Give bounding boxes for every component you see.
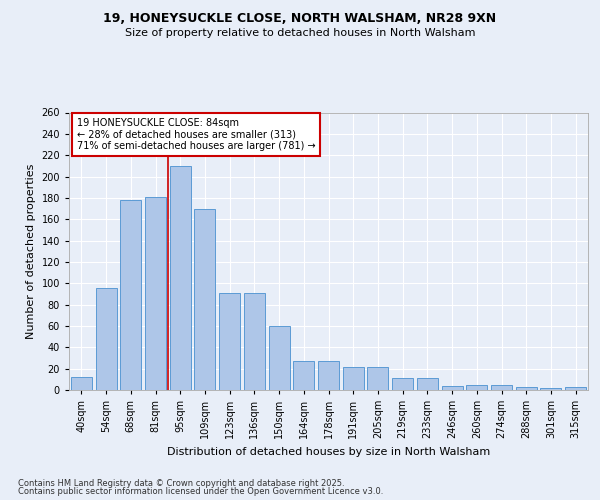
Bar <box>442 386 463 390</box>
X-axis label: Distribution of detached houses by size in North Walsham: Distribution of detached houses by size … <box>167 446 490 456</box>
Text: 19, HONEYSUCKLE CLOSE, NORTH WALSHAM, NR28 9XN: 19, HONEYSUCKLE CLOSE, NORTH WALSHAM, NR… <box>103 12 497 26</box>
Bar <box>269 326 290 390</box>
Bar <box>293 361 314 390</box>
Bar <box>392 378 413 390</box>
Bar <box>219 293 240 390</box>
Bar <box>318 361 339 390</box>
Text: 19 HONEYSUCKLE CLOSE: 84sqm
← 28% of detached houses are smaller (313)
71% of se: 19 HONEYSUCKLE CLOSE: 84sqm ← 28% of det… <box>77 118 316 151</box>
Bar <box>71 377 92 390</box>
Y-axis label: Number of detached properties: Number of detached properties <box>26 164 36 339</box>
Bar <box>95 288 116 390</box>
Bar <box>244 293 265 390</box>
Bar <box>516 387 537 390</box>
Bar <box>565 387 586 390</box>
Bar <box>417 378 438 390</box>
Bar <box>170 166 191 390</box>
Bar <box>541 388 562 390</box>
Bar <box>466 384 487 390</box>
Bar <box>194 208 215 390</box>
Bar <box>367 366 388 390</box>
Bar <box>343 366 364 390</box>
Bar <box>491 384 512 390</box>
Text: Contains public sector information licensed under the Open Government Licence v3: Contains public sector information licen… <box>18 487 383 496</box>
Text: Contains HM Land Registry data © Crown copyright and database right 2025.: Contains HM Land Registry data © Crown c… <box>18 478 344 488</box>
Bar <box>145 197 166 390</box>
Bar <box>120 200 141 390</box>
Text: Size of property relative to detached houses in North Walsham: Size of property relative to detached ho… <box>125 28 475 38</box>
